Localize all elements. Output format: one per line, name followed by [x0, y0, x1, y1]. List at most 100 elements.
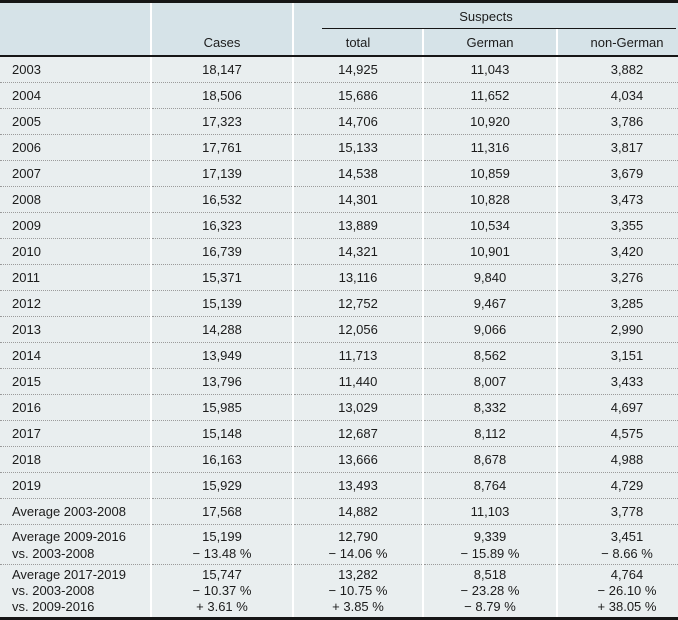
german-cell: 8,518− 23.28 % − 8.79 % [424, 565, 556, 617]
cell-line: 13,116 [338, 269, 378, 285]
cell-line: 13,493 [338, 477, 378, 493]
cases-cell: 14,288 [152, 317, 292, 343]
table-row: 2010 16,739 14,321 10,901 3,420 [0, 239, 678, 265]
cell-line: 15,139 [202, 295, 242, 311]
cases-cell: 16,532 [152, 187, 292, 213]
total-cell: 12,790− 14.06 % [294, 525, 422, 565]
cell-line: − 8.66 % [601, 545, 653, 561]
total-cell: 13,493 [294, 473, 422, 499]
header-cell-non-german: non-German [558, 29, 678, 55]
cases-cell: 16,163 [152, 447, 292, 473]
cell-line: 14,321 [338, 243, 378, 259]
total-cell: 13,666 [294, 447, 422, 473]
cases-cell: 15,139 [152, 291, 292, 317]
row-label-cell: 2014 [0, 343, 150, 369]
german-cell: 10,534 [424, 213, 556, 239]
cell-line: 16,739 [202, 243, 242, 259]
table-row: Average 2003-2008 17,568 14,882 11,103 3,778 [0, 499, 678, 525]
row-label-cell: 2011 [0, 265, 150, 291]
total-cell: 14,538 [294, 161, 422, 187]
table-row: 2012 15,139 12,752 9,467 3,285 [0, 291, 678, 317]
header-columns-row: Cases total German non-German [0, 29, 678, 55]
cell-line: 8,764 [473, 477, 507, 493]
row-label-cell: 2015 [0, 369, 150, 395]
cell-line: 2009 [12, 217, 41, 233]
cell-line: 4,575 [610, 425, 644, 441]
header-spacer-label [0, 3, 150, 29]
cell-line: 11,103 [470, 503, 510, 519]
row-label-cell: Average 2003-2008 [0, 499, 150, 525]
cell-line: 3,882 [610, 61, 644, 77]
cell-line: 3,778 [610, 503, 644, 519]
total-cell: 13,116 [294, 265, 422, 291]
table-row: 2016 15,985 13,029 8,332 4,697 [0, 395, 678, 421]
cell-line: 13,282 [338, 567, 378, 582]
header-cell-cases: Cases [152, 29, 292, 55]
row-label-cell: 2008 [0, 187, 150, 213]
total-cell: 15,133 [294, 135, 422, 161]
total-cell: 14,706 [294, 109, 422, 135]
cell-line: 3,285 [610, 295, 644, 311]
non-german-cell: 4,729 [558, 473, 678, 499]
german-cell: 11,652 [424, 83, 556, 109]
non-german-cell: 3,451− 8.66 % [558, 525, 678, 565]
german-cell: 8,678 [424, 447, 556, 473]
german-column-header: German [466, 34, 514, 50]
cell-line: 3,420 [610, 243, 644, 259]
cell-line: 11,713 [338, 347, 378, 363]
total-cell: 14,301 [294, 187, 422, 213]
cell-line: 14,301 [338, 191, 378, 207]
row-label-cell: 2006 [0, 135, 150, 161]
cell-line: 9,066 [473, 321, 507, 337]
cases-cell: 15,929 [152, 473, 292, 499]
cell-line: − 10.37 % [192, 583, 252, 598]
cell-line: 8,518 [473, 567, 507, 582]
german-cell: 9,467 [424, 291, 556, 317]
non-german-cell: 3,151 [558, 343, 678, 369]
table-row: 2018 16,163 13,666 8,678 4,988 [0, 447, 678, 473]
non-german-cell: 3,778 [558, 499, 678, 525]
cell-line: 15,747 [202, 567, 242, 582]
cell-line: + 38.05 % [597, 599, 657, 614]
non-german-cell: 4,988 [558, 447, 678, 473]
table-row: 2017 15,148 12,687 8,112 4,575 [0, 421, 678, 447]
cell-line: 15,929 [202, 477, 242, 493]
cases-cell: 17,568 [152, 499, 292, 525]
cell-line: 8,007 [473, 373, 507, 389]
cell-line: 16,323 [202, 217, 242, 233]
cell-line: 11,316 [470, 139, 510, 155]
german-cell: 8,007 [424, 369, 556, 395]
non-german-cell: 3,817 [558, 135, 678, 161]
cases-cell: 16,323 [152, 213, 292, 239]
non-german-cell: 4,697 [558, 395, 678, 421]
total-cell: 15,686 [294, 83, 422, 109]
bottom-rule [0, 617, 678, 620]
german-cell: 8,764 [424, 473, 556, 499]
cell-line: 8,562 [473, 347, 507, 363]
cell-line: 15,686 [338, 87, 378, 103]
cell-line: − 10.75 % [328, 583, 388, 598]
table-row: 2019 15,929 13,493 8,764 4,729 [0, 473, 678, 499]
cell-line: 3,817 [610, 139, 644, 155]
cell-line: 14,882 [338, 503, 378, 519]
suspects-group-label: Suspects [459, 8, 513, 24]
table-row: 2008 16,532 14,301 10,828 3,473 [0, 187, 678, 213]
german-cell: 10,901 [424, 239, 556, 265]
cell-line: 3,473 [610, 191, 644, 207]
cell-line: vs. 2003-2008 [12, 545, 95, 561]
top-rule [0, 0, 678, 3]
table-row: 2007 17,139 14,538 10,859 3,679 [0, 161, 678, 187]
german-cell: 11,316 [424, 135, 556, 161]
cell-line: 12,687 [338, 425, 378, 441]
cases-cell: 15,371 [152, 265, 292, 291]
row-label-cell: 2005 [0, 109, 150, 135]
cell-line: + 3.85 % [332, 599, 384, 614]
row-label-cell: 2003 [0, 57, 150, 83]
non-german-cell: 3,420 [558, 239, 678, 265]
total-cell: 12,687 [294, 421, 422, 447]
cell-line: 16,163 [202, 451, 242, 467]
table-row: 2014 13,949 11,713 8,562 3,151 [0, 343, 678, 369]
table-row: 2015 13,796 11,440 8,007 3,433 [0, 369, 678, 395]
cell-line: 2014 [12, 347, 41, 363]
cell-line: Average 2003-2008 [12, 503, 126, 519]
